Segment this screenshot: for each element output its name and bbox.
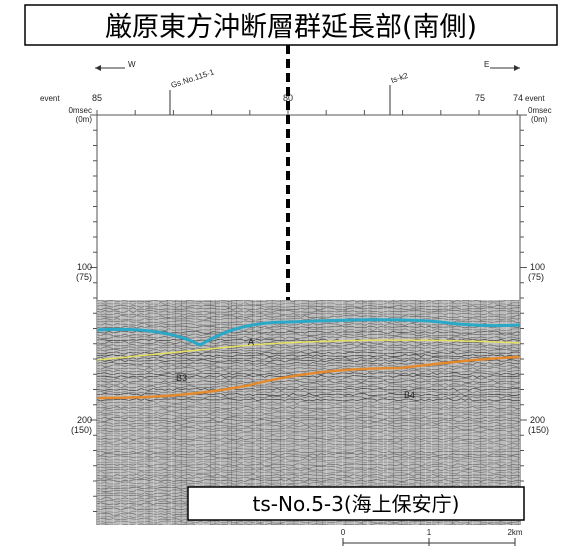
time-label: 200 xyxy=(530,415,545,425)
time-label: 200 xyxy=(77,415,92,425)
scale-label: 2km xyxy=(507,528,522,537)
scale-label: 1 xyxy=(427,528,432,537)
depth-label: (75) xyxy=(528,272,544,282)
depth-label: (150) xyxy=(528,425,549,435)
page: 厳原東方沖断層群延長部(南側) W E Gs.No.115-1 ts-k2 ev… xyxy=(0,0,581,552)
horizon-label: B4 xyxy=(404,390,415,400)
dir-e: E xyxy=(484,60,489,69)
well: Gs.No.115-1 xyxy=(170,67,216,90)
time-label: 100 xyxy=(530,262,545,272)
event-tick: 85 xyxy=(92,93,102,103)
event-tick: 74 xyxy=(513,93,523,103)
arrow-head xyxy=(95,65,101,71)
well: ts-k2 xyxy=(390,71,410,85)
arrow-head xyxy=(514,65,520,71)
time-label: 100 xyxy=(77,262,92,272)
event-label: event xyxy=(525,94,545,103)
title: 厳原東方沖断層群延長部(南側) xyxy=(105,12,477,43)
event-tick: 75 xyxy=(475,93,485,103)
depth-label: (0m) xyxy=(531,115,548,124)
horizon-label: A xyxy=(248,337,254,347)
figure: 厳原東方沖断層群延長部(南側) W E Gs.No.115-1 ts-k2 ev… xyxy=(0,0,581,552)
depth-label: (0m) xyxy=(76,115,93,124)
source: ts-No.5-3(海上保安庁) xyxy=(253,492,460,516)
depth-label: (150) xyxy=(71,425,92,435)
event-label: event xyxy=(40,94,60,103)
time-label: 0msec xyxy=(68,106,92,115)
depth-label: (75) xyxy=(76,272,92,282)
scale-label: 0 xyxy=(341,528,346,537)
dir-w: W xyxy=(128,60,136,69)
time-label: 0msec xyxy=(528,106,552,115)
horizon-label: B3 xyxy=(176,373,187,383)
